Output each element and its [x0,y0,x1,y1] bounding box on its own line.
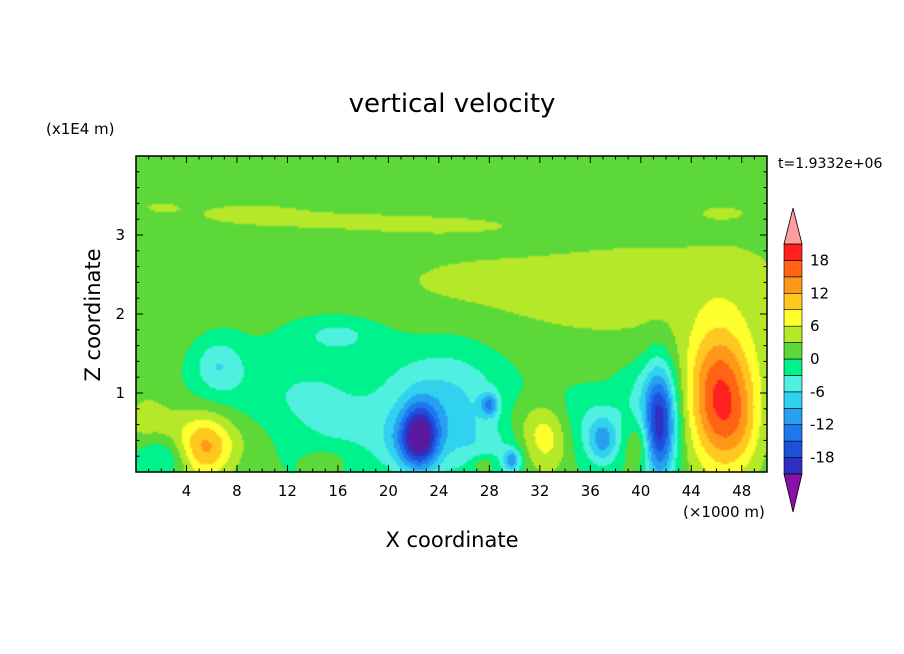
x-tick-label: 36 [581,482,600,500]
contour-field-image [136,156,767,472]
colorbar-segment [783,309,803,327]
colorbar-segment [783,260,803,278]
colorbar-under-arrow [783,473,803,513]
contour-field [136,156,767,472]
y-tick-label: 2 [115,305,125,323]
colorbar-segment [783,276,803,294]
chart-title: vertical velocity [349,89,556,119]
colorbar-segment [783,375,803,393]
colorbar: 18 12 6 0 -6 -12 -18 [783,207,835,513]
x-tick-label: 12 [278,482,297,500]
x-tick-label: 20 [379,482,398,500]
y-tick-label: 3 [115,226,125,244]
x-tick-label: 16 [328,482,347,500]
x-tick-label: 8 [232,482,242,500]
colorbar-label: -18 [810,449,835,467]
y-unit-label: (x1E4 m) [46,120,115,138]
x-unit-label: (×1000 m) [683,503,765,521]
colorbar-segment [783,457,803,475]
colorbar-over-arrow [783,207,803,245]
time-label: t=1.9332e+06 [778,156,882,172]
y-tick-label: 1 [115,384,125,402]
x-tick-label: 40 [631,482,650,500]
x-tick-label: 4 [182,482,192,500]
colorbar-segment [783,407,803,426]
x-tick-label: 44 [682,482,701,500]
colorbar-segment [783,292,803,311]
colorbar-segment [783,325,803,343]
colorbar-segment [783,424,803,442]
colorbar-label: -12 [810,416,835,434]
colorbar-label: 12 [810,284,829,302]
colorbar-segment [783,342,803,360]
x-tick-label: 28 [480,482,499,500]
colorbar-label: 6 [810,317,820,335]
y-axis-label: Z coordinate [81,248,105,381]
x-axis-label: X coordinate [385,528,518,552]
colorbar-segment [783,391,803,409]
colorbar-segment [783,243,803,261]
x-tick-label: 48 [732,482,751,500]
colorbar-segment [783,440,803,458]
colorbar-segment [783,358,803,376]
x-tick-label: 32 [530,482,549,500]
x-tick-label: 24 [429,482,448,500]
colorbar-label: 18 [810,251,829,269]
colorbar-label: -6 [810,383,825,401]
colorbar-label: 0 [810,350,820,368]
